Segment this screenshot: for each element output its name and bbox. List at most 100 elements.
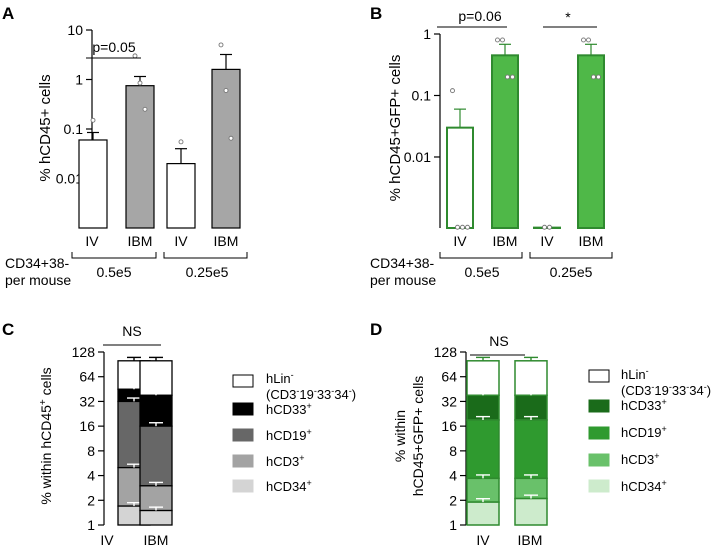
d-ytick-label: 128 [434, 344, 458, 360]
d-ytick-label: 64 [441, 369, 457, 385]
a-bar [78, 139, 108, 229]
c-ytick-label: 16 [79, 418, 95, 434]
panel-b-row-label-line1: CD34+38- [370, 255, 435, 271]
b-datapoint [450, 88, 455, 94]
panel-b-xlabel-ibm-1: IBM [493, 233, 518, 249]
panel-a-pvalue: p=0.05 [92, 39, 135, 55]
legend-d-label-hcd34: hCD34+ [621, 478, 667, 494]
panel-c-legend: hLin- (CD3-19-33-34-) hCD33+ hCD19+ hCD3… [232, 370, 356, 494]
d-ytick-label: 8 [449, 443, 457, 459]
d-segment [514, 497, 548, 526]
d-ytick-label: 32 [441, 393, 457, 409]
legend-label-hcd19: hCD19+ [266, 427, 312, 443]
legend-d-label-hcd33: hCD33+ [621, 397, 667, 413]
c-segment [139, 394, 173, 427]
b-datapoint [547, 224, 552, 230]
c-ytick-label: 64 [79, 369, 95, 385]
b-bar [491, 54, 519, 229]
b-ytick-label: 1 [423, 26, 431, 42]
a-bar [166, 162, 196, 229]
panel-b-bracket-1 [439, 252, 523, 259]
panel-d-xlabel-ibm: IBM [518, 532, 543, 548]
legend-d-label-hcd3: hCD3+ [621, 451, 660, 467]
panel-a-xlabel-ibm-1: IBM [128, 233, 153, 249]
d-segment [514, 419, 548, 480]
d-ytick-label: 2 [449, 492, 457, 508]
panel-d-ns: NS [489, 333, 508, 349]
d-segment [466, 360, 500, 397]
a-ytick-label: 0.01 [56, 171, 83, 187]
b-ytick-label: 0.1 [412, 87, 432, 103]
a-datapoint [137, 80, 143, 86]
panel-d-ylabel-line2: hCD45+GFP+ cells [410, 376, 426, 497]
legend-swatch-hcd3 [232, 454, 254, 468]
panel-b-ylabel: % hCD45+GFP+ cells [387, 55, 404, 202]
d-segment [514, 360, 548, 397]
panel-c-ylabel: % within hCD45+ cells [38, 367, 54, 504]
b-datapoint [542, 224, 547, 230]
panel-b-group-2: 0.25e5 [550, 264, 593, 280]
a-ytick-label: 0.1 [64, 121, 84, 137]
legend-swatch-hlin [232, 374, 254, 388]
d-segment [466, 501, 500, 526]
panel-c-ns: NS [122, 323, 141, 339]
d-ytick-label: 4 [449, 468, 457, 484]
c-ytick-label: 1 [87, 517, 95, 533]
legend-d-label-hlin-line2: (CD3-19-33-34-) [621, 382, 711, 398]
legend-d-label-hlin-line1: hLin- [621, 366, 649, 382]
b-datapoint [581, 37, 586, 43]
c-ytick-label: 128 [72, 344, 96, 360]
c-ytick-label: 32 [79, 393, 95, 409]
c-segment [139, 425, 173, 487]
panel-a-xlabel-ibm-2: IBM [214, 233, 239, 249]
d-segment [466, 419, 500, 480]
panel-a-ylabel: % hCD45+ cells [37, 74, 54, 181]
b-datapoint [500, 37, 505, 43]
panel-b: B % hCD45+GFP+ cells 1 0.1 0.01 p=0.06 * I… [370, 4, 613, 288]
panel-a-row-label-line1: CD34+38- [5, 255, 70, 271]
a-datapoint [223, 88, 229, 93]
a-datapoint [90, 117, 96, 123]
b-ytick-label: 0.01 [404, 149, 431, 165]
b-datapoint [596, 74, 601, 80]
c-segment [139, 509, 173, 526]
b-datapoint [455, 224, 460, 230]
panel-b-letter: B [370, 4, 382, 23]
b-bar [577, 54, 605, 229]
a-datapoint [178, 139, 184, 145]
panel-a-xlabel-iv-2: IV [174, 233, 188, 249]
panel-a-bracket-2 [163, 252, 248, 259]
panel-a-bracket-1 [71, 252, 157, 259]
c-segment [139, 360, 173, 396]
panel-b-xlabel-iv-1: IV [453, 233, 467, 249]
panel-a-letter: A [2, 4, 14, 23]
panel-d-letter: D [370, 320, 382, 339]
a-datapoint [142, 106, 148, 112]
a-bar [125, 85, 155, 229]
panel-b-asterisk: * [565, 9, 571, 25]
panel-d-ylabel-line1: % within [392, 410, 408, 462]
panel-b-xlabel-ibm-2: IBM [579, 233, 604, 249]
panel-c-xlabel-iv: IV [100, 532, 114, 548]
legend-d-swatch-hcd19 [588, 426, 610, 440]
b-datapoint [505, 74, 510, 80]
b-datapoint [510, 74, 515, 80]
legend-swatch-hcd19 [232, 428, 254, 442]
legend-d-swatch-hcd34 [588, 479, 610, 493]
panel-a: A % hCD45+ cells 10 1 0.1 0.01 p=0.05 IV IB… [2, 4, 248, 288]
legend-label-hcd34: hCD34+ [266, 478, 312, 494]
d-ytick-label: 16 [441, 418, 457, 434]
panel-d: D % within hCD45+GFP+ cells 128 64 32 16 8 4 2… [370, 320, 711, 548]
b-datapoint [465, 224, 470, 230]
legend-label-hlin-line2: (CD3-19-33-34-) [266, 386, 356, 402]
c-ytick-label: 2 [87, 492, 95, 508]
legend-d-swatch-hcd33 [588, 399, 610, 413]
panel-b-row-label-line2: per mouse [370, 272, 436, 288]
legend-swatch-hcd33 [232, 402, 254, 416]
panel-b-group-1: 0.5e5 [464, 264, 499, 280]
legend-d-swatch-hlin [588, 369, 610, 383]
panel-a-group-2: 0.25e5 [186, 264, 229, 280]
a-ytick-label: 1 [75, 72, 83, 88]
legend-swatch-hcd34 [232, 479, 254, 493]
legend-d-swatch-hcd3 [588, 453, 610, 467]
